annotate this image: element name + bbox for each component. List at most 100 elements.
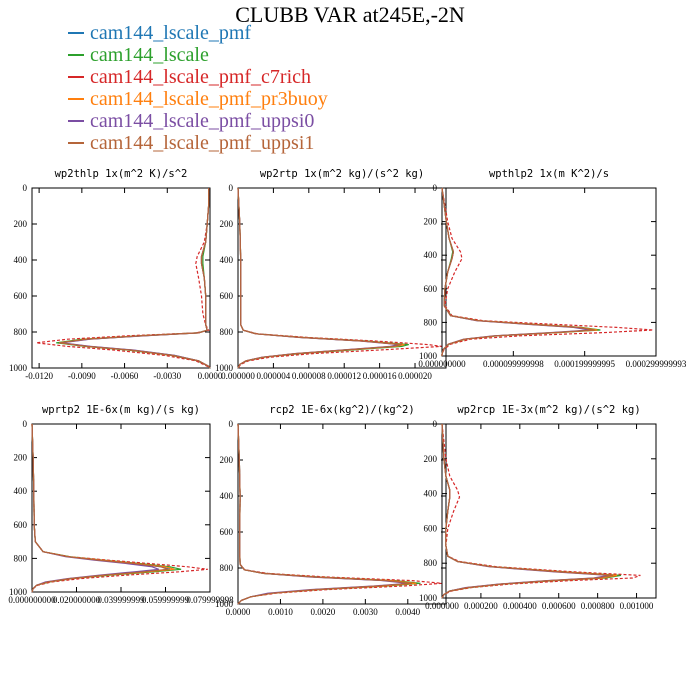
- legend-swatch: [68, 142, 84, 144]
- legend-item: cam144_lscale: [68, 44, 328, 66]
- series-line: [441, 187, 654, 356]
- series-line: [59, 188, 211, 369]
- x-tick-label: -0.0060: [111, 371, 139, 381]
- plot-frame: [237, 423, 447, 605]
- y-tick-label: 400: [424, 250, 438, 260]
- series-line: [31, 423, 168, 593]
- y-tick-label: 600: [14, 291, 28, 301]
- y-tick-label: 800: [220, 563, 234, 573]
- x-tick-label: 0.0000: [198, 371, 223, 381]
- series-line: [441, 423, 622, 599]
- y-tick-label: 400: [220, 491, 234, 501]
- chart-title: wp2rtp 1x(m^2 kg)/(s^2 kg): [260, 168, 424, 180]
- series-line: [237, 423, 442, 605]
- y-tick-label: 200: [14, 453, 28, 463]
- y-tick-label: 800: [424, 558, 438, 568]
- plot-frame: [237, 187, 447, 369]
- plot-frame: [31, 187, 211, 369]
- x-tick-label: 0.039999999: [97, 595, 145, 605]
- x-tick-label: 0.000000: [221, 371, 255, 381]
- x-tick-label: 0.0020: [311, 607, 336, 617]
- series-line: [31, 423, 208, 593]
- y-tick-label: 1000: [215, 363, 234, 373]
- page-title: CLUBB VAR at245E,-2N: [235, 2, 465, 27]
- y-tick-label: 1000: [215, 599, 234, 609]
- x-tick-label: 0.000600: [542, 601, 576, 611]
- x-tick-label: 0.059999999: [142, 595, 190, 605]
- x-tick-label: 0.000004: [257, 371, 291, 381]
- chart-title: wp2rcp 1E-3x(m^2 kg)/(s^2 kg): [457, 404, 640, 416]
- series-line: [36, 188, 211, 369]
- x-tick-label: -0.0030: [153, 371, 181, 381]
- y-tick-label: 800: [424, 317, 438, 327]
- y-tick-label: 0: [23, 419, 28, 429]
- x-tick-label: 0.000000000: [8, 595, 56, 605]
- chart-title: wpthlp2 1x(m K^2)/s: [489, 168, 609, 180]
- y-tick-label: 400: [14, 486, 28, 496]
- y-tick-label: 0: [229, 419, 234, 429]
- series-line: [441, 423, 618, 599]
- legend-label: cam144_lscale_pmf_pr3buoy: [90, 88, 328, 110]
- legend-label: cam144_lscale_pmf_c7rich: [90, 66, 312, 88]
- y-tick-label: 200: [14, 219, 28, 229]
- y-tick-label: 800: [14, 553, 28, 563]
- y-tick-label: 1000: [419, 593, 438, 603]
- y-tick-label: 800: [14, 327, 28, 337]
- legend: cam144_lscale_pmf cam144_lscale cam144_l…: [68, 22, 328, 154]
- legend-swatch: [68, 32, 84, 34]
- legend-item: cam144_lscale_pmf_uppsi0: [68, 110, 328, 132]
- x-tick-label: 0.000000: [425, 601, 459, 611]
- series-line: [441, 187, 591, 356]
- y-tick-label: 400: [14, 255, 28, 265]
- legend-item: cam144_lscale_pmf_c7rich: [68, 66, 328, 88]
- series-line: [237, 187, 402, 369]
- x-tick-label: 0.079999998: [186, 595, 234, 605]
- y-tick-label: 400: [220, 255, 234, 265]
- x-tick-label: 0.0000: [226, 607, 251, 617]
- y-tick-label: 0: [433, 419, 438, 429]
- x-tick-label: 0.000000000: [418, 359, 466, 369]
- y-tick-label: 200: [424, 217, 438, 227]
- y-tick-label: 800: [220, 327, 234, 337]
- chart-title: wprtp2 1E-6x(m kg)/(s kg): [42, 404, 200, 416]
- y-tick-label: 1000: [9, 363, 28, 373]
- y-tick-label: 200: [220, 219, 234, 229]
- chart-panel: wp2thlp 1x(m^2 K)/s^2 0 200 400 600 800 1000 -0…: [9, 168, 223, 381]
- legend-item: cam144_lscale_pmf: [68, 22, 328, 44]
- y-tick-label: 600: [220, 527, 234, 537]
- legend-swatch: [68, 54, 84, 56]
- x-tick-label: 0.000008: [292, 371, 326, 381]
- legend-swatch: [68, 76, 84, 78]
- legend-label: cam144_lscale_pmf_uppsi0: [90, 110, 315, 132]
- x-tick-label: 0.000400: [503, 601, 537, 611]
- x-tick-label: 0.001000: [620, 601, 654, 611]
- chart-panel: wprtp2 1E-6x(m kg)/(s kg) 0 200 400 600 800 10…: [8, 404, 234, 605]
- x-tick-label: 0.000299999993: [626, 359, 687, 369]
- legend-label: cam144_lscale: [90, 44, 209, 66]
- plot-frame: [441, 187, 657, 357]
- series-line: [237, 187, 442, 369]
- y-tick-label: 600: [424, 284, 438, 294]
- x-tick-label: 0.020000000: [53, 595, 101, 605]
- series-line: [237, 187, 405, 369]
- y-tick-label: 400: [424, 489, 438, 499]
- legend-item: cam144_lscale_pmf_pr3buoy: [68, 88, 328, 110]
- chart-title: rcp2 1E-6x(kg^2)/(kg^2): [269, 404, 414, 416]
- y-tick-label: 0: [23, 183, 28, 193]
- x-tick-label: 0.000020: [398, 371, 432, 381]
- chart-title: wp2thlp 1x(m^2 K)/s^2: [55, 168, 188, 180]
- x-tick-label: 0.0040: [395, 607, 420, 617]
- legend-label: cam144_lscale_pmf_uppsi1: [90, 132, 315, 154]
- series-line: [441, 423, 641, 599]
- legend-swatch: [68, 98, 84, 100]
- chart-panel: wp2rcp 1E-3x(m^2 kg)/(s^2 kg) 0 200 400 600 8…: [419, 404, 657, 611]
- y-tick-label: 0: [433, 183, 438, 193]
- plot-frame: [441, 423, 657, 599]
- series-line: [441, 423, 614, 599]
- y-tick-label: 600: [14, 520, 28, 530]
- legend-label: cam144_lscale_pmf: [90, 22, 252, 44]
- legend-swatch: [68, 120, 84, 122]
- series-line: [59, 188, 211, 369]
- y-tick-label: 1000: [9, 587, 28, 597]
- legend-item: cam144_lscale_pmf_uppsi1: [68, 132, 328, 154]
